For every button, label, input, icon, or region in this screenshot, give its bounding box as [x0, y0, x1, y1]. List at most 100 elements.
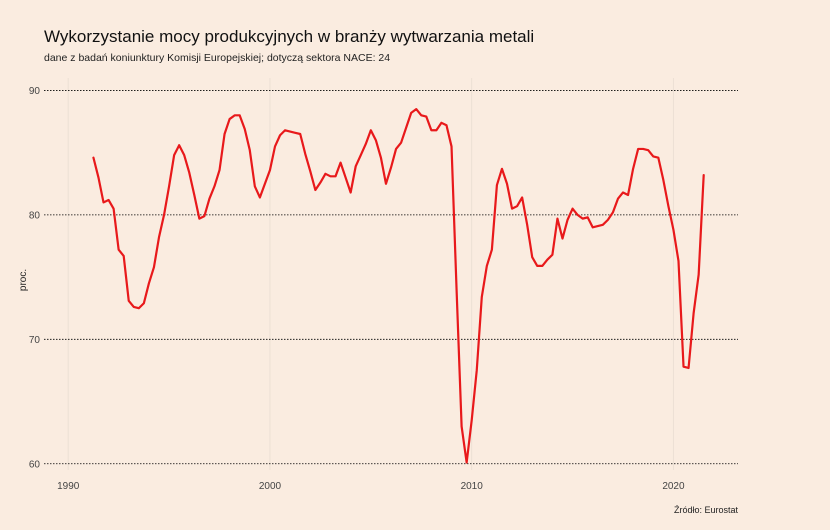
data-point	[677, 260, 679, 262]
data-point	[294, 132, 296, 134]
data-point	[455, 288, 457, 290]
data-point	[234, 114, 236, 116]
data-point	[698, 274, 700, 276]
data-point	[617, 198, 619, 200]
data-point	[612, 211, 614, 213]
data-point	[158, 236, 160, 238]
data-point	[627, 194, 629, 196]
data-point	[647, 149, 649, 151]
data-point	[324, 173, 326, 175]
data-point	[289, 130, 291, 132]
series-points-0	[92, 108, 704, 464]
data-point	[476, 369, 478, 371]
x-axis-ticks: 1990 2000 2010 2020	[57, 481, 685, 492]
data-point	[138, 307, 140, 309]
data-point	[148, 282, 150, 284]
data-point	[133, 306, 135, 308]
data-point	[264, 183, 266, 185]
data-point	[173, 154, 175, 156]
data-point	[163, 214, 165, 216]
data-point	[415, 108, 417, 110]
data-point	[360, 154, 362, 156]
data-point	[249, 149, 251, 151]
data-point	[97, 176, 99, 178]
data-point	[637, 148, 639, 150]
data-point	[410, 112, 412, 114]
data-point	[355, 165, 357, 167]
data-point	[556, 218, 558, 220]
data-point	[425, 115, 427, 117]
data-point	[587, 216, 589, 218]
data-point	[309, 170, 311, 172]
data-point	[329, 175, 331, 177]
data-point	[450, 145, 452, 147]
data-point	[420, 114, 422, 116]
series-layer	[92, 108, 705, 464]
data-point	[153, 266, 155, 268]
data-point	[279, 134, 281, 136]
data-point	[531, 256, 533, 258]
data-point	[486, 265, 488, 267]
data-point	[113, 208, 115, 210]
data-point	[541, 265, 543, 267]
data-point	[566, 219, 568, 221]
series-line-0	[92, 108, 705, 464]
data-point	[435, 129, 437, 131]
data-point	[577, 214, 579, 216]
data-point	[143, 302, 145, 304]
data-point	[208, 198, 210, 200]
data-point	[395, 148, 397, 150]
data-point	[339, 162, 341, 164]
data-point	[239, 114, 241, 116]
data-point	[188, 171, 190, 173]
data-point	[375, 139, 377, 141]
data-point	[440, 122, 442, 124]
y-axis-label: proc.	[18, 269, 29, 291]
data-point	[481, 296, 483, 298]
data-point	[345, 176, 347, 178]
data-point	[582, 218, 584, 220]
x-tick-label-2000: 2000	[259, 481, 282, 492]
data-point	[632, 168, 634, 170]
chart-title: Wykorzystanie mocy produkcyjnych w branż…	[44, 27, 535, 46]
data-point	[561, 237, 563, 239]
data-point	[607, 219, 609, 221]
data-point	[546, 259, 548, 261]
data-point	[350, 191, 352, 193]
y-tick-label-80: 80	[29, 210, 41, 221]
y-tick-label-90: 90	[29, 86, 41, 97]
data-point	[198, 218, 200, 220]
y-tick-label-70: 70	[29, 335, 41, 346]
data-point	[107, 199, 109, 201]
data-point	[657, 157, 659, 159]
data-point	[244, 128, 246, 130]
y-axis-ticks: 60 70 80 90	[29, 86, 41, 470]
data-point	[365, 143, 367, 145]
data-point	[461, 425, 463, 427]
data-point	[370, 129, 372, 131]
data-point	[662, 179, 664, 181]
data-point	[319, 181, 321, 183]
data-point	[551, 254, 553, 256]
data-point	[193, 194, 195, 196]
data-point	[229, 118, 231, 120]
data-point	[385, 183, 387, 185]
data-point	[380, 157, 382, 159]
data-point	[183, 154, 185, 156]
data-point	[622, 191, 624, 193]
data-point	[516, 205, 518, 207]
data-point	[536, 265, 538, 267]
minor-grid	[67, 78, 674, 470]
data-point	[203, 215, 205, 217]
data-point	[430, 129, 432, 131]
data-point	[693, 312, 695, 314]
x-tick-label-2010: 2010	[461, 481, 484, 492]
data-point	[491, 249, 493, 251]
data-point	[652, 155, 654, 157]
chart-subtitle: dane z badań koniunktury Komisji Europej…	[44, 52, 391, 64]
data-point	[511, 208, 513, 210]
data-point	[390, 167, 392, 169]
data-point	[602, 224, 604, 226]
